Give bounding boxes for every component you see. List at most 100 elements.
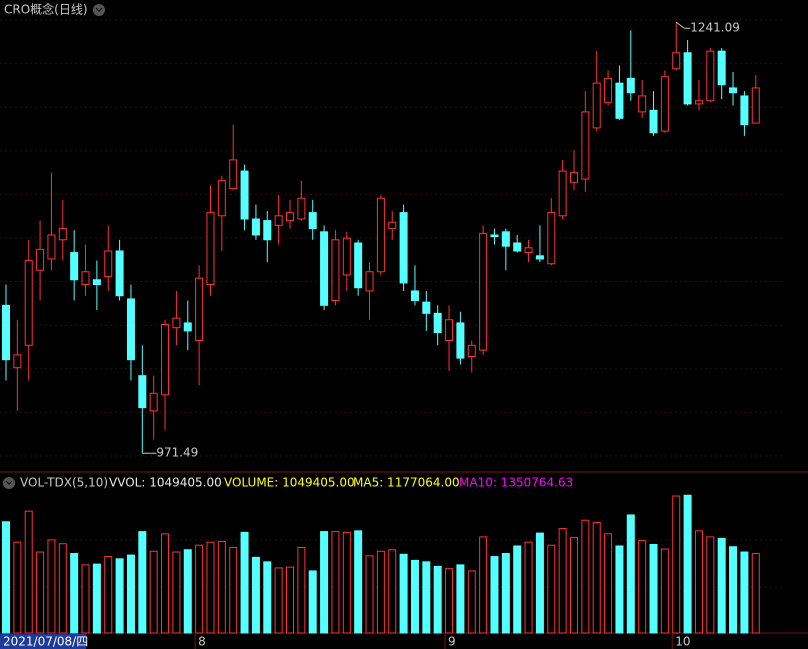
ma10-label: MA10: 1350764.63 [459,476,573,490]
volume-bar [47,539,56,634]
candle-body [683,52,692,105]
candle-body [229,159,238,190]
volume-bar [751,553,760,634]
volume-bar [626,514,635,634]
menu-icon-arrow [5,480,13,485]
candle-body [195,277,204,342]
volume-bar [558,528,567,634]
candle-body [535,255,544,260]
volume-bar [729,546,738,634]
volume-bar [467,570,476,634]
menu-icon[interactable] [3,477,15,489]
candle-body [274,215,283,226]
ma5-label: MA5: 1177064.00 [353,476,460,490]
candle-body [660,76,669,132]
candle-body [149,392,158,412]
candle-body [581,111,590,180]
volume-bar [331,531,340,634]
candle-body [604,77,613,103]
volume-bar [524,541,533,634]
candle-body [410,290,419,302]
candle-body [513,242,522,252]
volume-bar [422,561,431,634]
candle-body [70,252,79,281]
volume-bar [604,533,613,634]
volume-bar [115,558,124,634]
volume-bar [649,543,658,634]
candle-body [501,231,510,247]
candle-body [47,234,56,260]
candle-body [558,170,567,217]
volume-bar [535,532,544,634]
volume-bar [24,510,33,634]
candle-body [445,319,454,342]
volume-bar [740,551,749,634]
candle-body [183,322,192,332]
volume-bar [479,536,488,634]
candle-body [751,87,760,124]
candle-body [36,248,45,271]
volume-bar [694,530,703,634]
candle-body [104,250,113,278]
candle-body [570,172,578,183]
menu-icon-arrow [95,7,103,12]
candle-body [206,212,215,286]
candle-body [376,197,385,273]
candle-body [490,234,499,238]
candle-body [13,354,22,369]
candle-body [649,109,658,134]
volume-bar [717,537,726,634]
candle-body [694,100,703,105]
candle-body [672,52,681,70]
volume-bar [354,530,363,634]
volume-bar [388,549,397,634]
candle-body [297,197,306,220]
candle-body [138,375,147,409]
volume-bar [445,568,454,634]
volume-bar [92,563,101,634]
candle-body [354,242,363,289]
volume-bar [513,545,522,634]
candle-body [126,298,135,361]
candle-body [422,301,431,314]
volume-bar [706,536,715,634]
volume-bar [172,551,181,634]
candle-body [740,95,749,126]
volume-bar [70,553,79,634]
candle-body [456,322,465,359]
x-tick-label: 8 [198,635,206,649]
volume-bar [195,544,204,634]
candle-body [479,232,488,351]
volume-indicator-name: VOL-TDX(5,10) [20,476,108,490]
volume-bar [308,570,317,634]
candle-body [161,324,170,396]
volume-bar [251,556,260,634]
annotation: 1241.09 [690,21,740,35]
volume-bar [263,561,272,634]
menu-icon[interactable] [93,4,105,16]
volume-bar [638,540,647,634]
candle-body [399,212,408,284]
candle-body [729,87,738,94]
volume-bar [13,541,22,634]
candle-body [638,95,647,113]
volume-bar [286,566,294,634]
volume-bar [365,555,374,634]
volume-bar [81,564,90,634]
volume-bar [342,531,351,634]
x-tick-label: 9 [448,635,456,649]
candle-body [320,231,329,306]
volume-bar [433,565,442,634]
volume-bar [206,541,215,634]
annotation: 971.49 [156,446,198,460]
volume-bar [36,551,45,634]
candle-body [717,50,726,86]
candle-body [706,50,715,102]
candle-body [115,250,124,297]
candle-body [615,82,624,119]
volume-bar [217,540,226,634]
annotation-line [675,21,685,29]
candle-body [24,260,33,346]
candle-body [92,279,101,286]
